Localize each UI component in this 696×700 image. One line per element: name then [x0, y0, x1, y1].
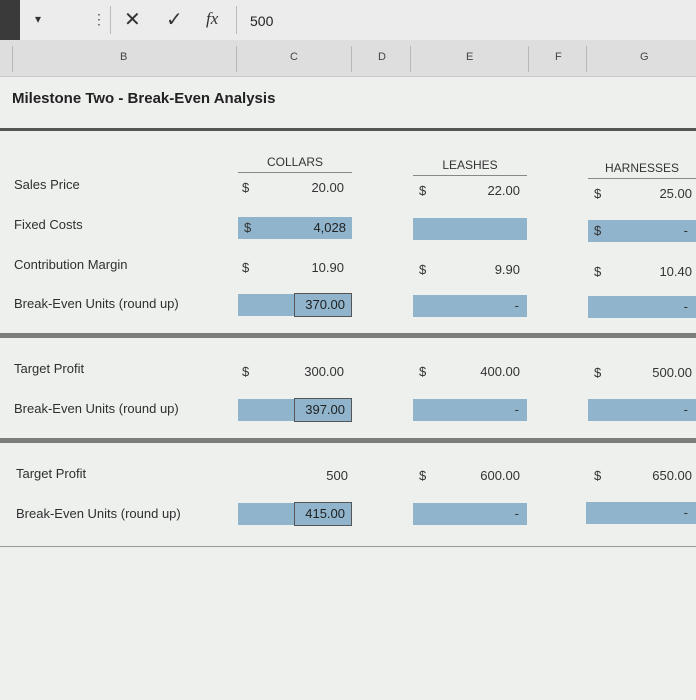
harnesses-break-even-units[interactable]: -	[586, 502, 696, 524]
collars-fixed-costs[interactable]: 4,028	[294, 217, 352, 239]
collars-break-even-cell[interactable]	[238, 294, 294, 316]
title-divider	[0, 128, 696, 131]
insert-function-icon[interactable]: fx	[206, 9, 219, 28]
label-break-even-units[interactable]: Break-Even Units (round up)	[16, 506, 181, 521]
collars-break-even-units[interactable]: 370.00	[294, 293, 352, 317]
collars-break-even-units[interactable]: 397.00	[294, 398, 352, 422]
harnesses-break-even-units[interactable]: -	[588, 399, 696, 421]
section-divider	[0, 438, 696, 443]
currency-symbol: $	[594, 223, 602, 238]
column-header-bar	[0, 40, 696, 77]
label-sales-price[interactable]: Sales Price	[14, 177, 80, 192]
column-divider	[12, 46, 13, 72]
formula-bar	[0, 0, 696, 40]
sheet-title[interactable]: Milestone Two - Break-Even Analysis	[12, 90, 276, 107]
currency-symbol: $	[419, 468, 427, 483]
currency-symbol: $	[419, 183, 427, 198]
leashes-target-profit[interactable]: 600.00	[480, 468, 520, 483]
harnesses-target-profit[interactable]: 650.00	[652, 468, 692, 483]
harnesses-contribution-margin[interactable]: 10.40	[659, 264, 692, 279]
formula-bar-divider	[236, 6, 237, 34]
currency-symbol: $	[594, 365, 602, 380]
collars-contribution-margin[interactable]: 10.90	[311, 260, 344, 275]
collars-break-even-cell[interactable]	[238, 503, 294, 525]
header-leashes[interactable]: LEASHES	[442, 158, 498, 172]
header-collars[interactable]: COLLARS	[266, 155, 324, 169]
enter-icon[interactable]: ✓	[166, 9, 183, 31]
header-underline	[413, 175, 527, 176]
harnesses-sales-price[interactable]: 25.00	[659, 186, 692, 201]
column-header-d[interactable]: D	[378, 51, 386, 63]
section-divider	[0, 333, 696, 338]
label-break-even-units[interactable]: Break-Even Units (round up)	[14, 296, 179, 311]
label-target-profit[interactable]: Target Profit	[16, 466, 87, 481]
header-harnesses[interactable]: HARNESSES	[604, 161, 680, 175]
currency-symbol: $	[594, 264, 602, 279]
currency-symbol: $	[244, 220, 252, 235]
header-underline	[588, 178, 696, 179]
collars-break-even-units[interactable]: 415.00	[294, 502, 352, 526]
label-fixed-costs[interactable]: Fixed Costs	[14, 217, 83, 232]
cancel-icon[interactable]: ✕	[124, 9, 141, 31]
currency-symbol: $	[594, 186, 602, 201]
name-box-dropdown-icon[interactable]: ▾	[35, 12, 42, 26]
column-divider	[586, 46, 587, 72]
label-target-profit[interactable]: Target Profit	[14, 361, 85, 376]
currency-symbol: $	[242, 180, 250, 195]
column-divider	[351, 46, 352, 72]
currency-symbol: $	[419, 364, 427, 379]
collars-sales-price[interactable]: 20.00	[311, 180, 344, 195]
collars-break-even-cell[interactable]	[238, 399, 294, 421]
column-header-g[interactable]: G	[640, 51, 649, 63]
formula-bar-divider	[110, 6, 111, 34]
collars-target-profit[interactable]: 300.00	[304, 364, 344, 379]
currency-symbol: $	[419, 262, 427, 277]
harnesses-fixed-costs[interactable]	[588, 220, 696, 242]
window-edge	[0, 0, 20, 40]
column-header-c[interactable]: C	[290, 51, 298, 63]
collars-fixed-costs-currency-cell[interactable]	[238, 217, 294, 239]
collars-target-profit[interactable]: 500	[326, 468, 348, 483]
more-options-icon[interactable]: ⋮	[92, 11, 106, 27]
harnesses-break-even-units[interactable]: -	[588, 296, 696, 318]
table-bottom-border	[0, 546, 696, 547]
label-break-even-units[interactable]: Break-Even Units (round up)	[14, 401, 179, 416]
leashes-target-profit[interactable]: 400.00	[480, 364, 520, 379]
harnesses-fixed-costs-value: -	[683, 223, 688, 238]
leashes-sales-price[interactable]: 22.00	[487, 183, 520, 198]
column-header-b[interactable]: B	[120, 51, 128, 63]
leashes-contribution-margin[interactable]: 9.90	[494, 262, 520, 277]
column-divider	[528, 46, 529, 72]
label-contribution-margin[interactable]: Contribution Margin	[14, 257, 128, 272]
formula-input[interactable]: 500	[250, 13, 274, 29]
harnesses-target-profit[interactable]: 500.00	[652, 365, 692, 380]
leashes-break-even-units[interactable]: -	[413, 295, 527, 317]
header-underline	[238, 172, 352, 173]
currency-symbol: $	[242, 260, 250, 275]
column-header-e[interactable]: E	[466, 51, 474, 63]
column-header-f[interactable]: F	[555, 51, 562, 63]
leashes-fixed-costs[interactable]	[413, 218, 527, 240]
currency-symbol: $	[242, 364, 250, 379]
leashes-break-even-units[interactable]: -	[413, 399, 527, 421]
leashes-break-even-units[interactable]: -	[413, 503, 527, 525]
column-divider	[410, 46, 411, 72]
currency-symbol: $	[594, 468, 602, 483]
column-divider	[236, 46, 237, 72]
